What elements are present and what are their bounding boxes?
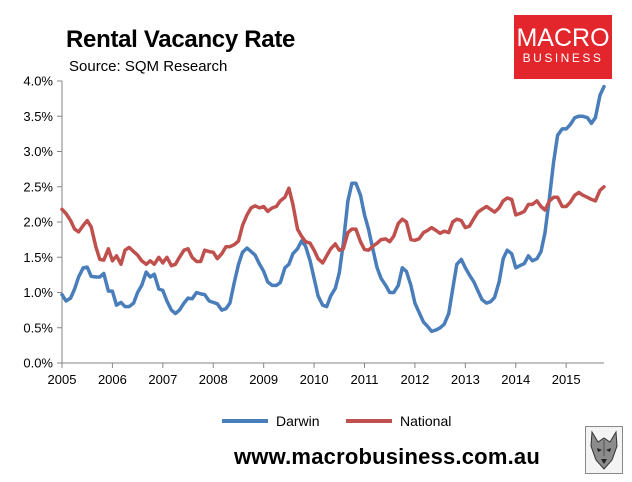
y-tick-label: 1.0% [23, 285, 53, 300]
y-tick-label: 1.5% [23, 250, 53, 265]
legend-label-national: National [400, 413, 452, 429]
x-tick-label: 2009 [249, 372, 278, 387]
chart-series [60, 84, 606, 334]
website-url: www.macrobusiness.com.au [234, 444, 540, 469]
legend-item-national: National [346, 413, 451, 429]
x-tick-label: 2010 [300, 372, 329, 387]
wolf-mascot-icon [585, 426, 623, 474]
x-tick-label: 2008 [199, 372, 228, 387]
chart-title: Rental Vacancy Rate [66, 26, 296, 53]
y-tick-label: 3.5% [23, 109, 53, 124]
x-tick-label: 2013 [451, 372, 480, 387]
x-tick-label: 2005 [48, 372, 77, 387]
legend-swatch-national [346, 419, 392, 423]
y-tick-label: 4.0% [23, 74, 53, 89]
chart-legend: Darwin National [0, 413, 632, 433]
logo-line-1: MACRO [516, 24, 610, 52]
x-tick-label: 2015 [552, 372, 581, 387]
y-tick-label: 0.0% [23, 356, 53, 371]
legend-item-darwin: Darwin [222, 413, 320, 429]
x-tick-label: 2007 [148, 372, 177, 387]
x-axis-ticks: 2005 2006 2007 2008 2009 2010 2011 2012 2013 2014… [48, 363, 581, 387]
x-tick-label: 2006 [98, 372, 127, 387]
logo-line-2: BUSINESS [522, 51, 604, 65]
x-tick-label: 2014 [501, 372, 530, 387]
y-tick-label: 2.0% [23, 215, 53, 230]
series-line-darwin [60, 84, 606, 334]
chart-axes [61, 81, 604, 364]
legend-label-darwin: Darwin [276, 413, 320, 429]
y-tick-label: 0.5% [23, 320, 53, 335]
y-axis-ticks: 0.0% 0.5% 1.0% 1.5% 2.0% 2.5% 3.0% 3.5% 4.0% [23, 74, 62, 371]
chart-subtitle: Source: SQM Research [69, 58, 228, 75]
series-line-national [60, 185, 606, 268]
macrobusiness-logo: MACRO BUSINESS [514, 15, 612, 79]
x-tick-label: 2012 [400, 372, 429, 387]
x-tick-label: 2011 [351, 372, 379, 387]
legend-swatch-darwin [222, 419, 268, 423]
y-tick-label: 2.5% [23, 179, 53, 194]
y-tick-label: 3.0% [23, 144, 53, 159]
